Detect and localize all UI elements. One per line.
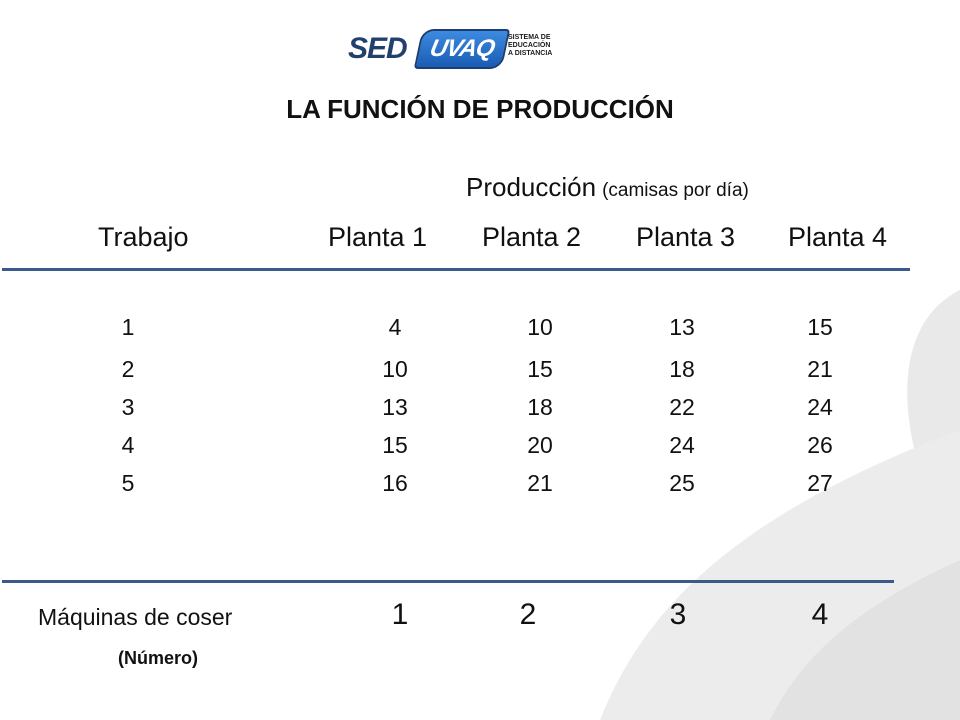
table-cell: 15	[807, 314, 833, 340]
production-heading: Producción (camisas por día)	[466, 172, 749, 203]
table-cell: 20	[527, 432, 553, 458]
table-cell: 10	[382, 356, 408, 382]
machines-value: 1	[391, 598, 409, 631]
table-cell: 13	[382, 394, 408, 420]
logo-tagline-line: A DISTANCIA	[508, 50, 553, 57]
header-divider	[2, 268, 910, 271]
machines-value: 4	[811, 598, 829, 631]
table-cell: 18	[669, 356, 695, 382]
labor-cell: 2	[121, 356, 135, 382]
labor-cell: 3	[121, 394, 135, 420]
plant-3-header: Planta 3	[636, 222, 736, 252]
plant-4-header: Planta 4	[788, 222, 888, 252]
table-cell: 10	[527, 314, 553, 340]
table-cell: 18	[527, 394, 553, 420]
labor-cell: 4	[121, 432, 135, 458]
table-cell: 15	[527, 356, 553, 382]
table-cell: 24	[669, 432, 695, 458]
labor-cell: 1	[121, 314, 135, 340]
plant-1-header: Planta 1	[328, 222, 428, 252]
table-cell: 4	[388, 314, 402, 340]
labor-cell: 5	[121, 470, 135, 496]
table-cell: 25	[669, 470, 695, 496]
logo-tagline: SISTEMA DE EDUCACIÓN A DISTANCIA	[508, 34, 568, 58]
labor-header: Trabajo	[98, 222, 189, 252]
machines-value: 3	[669, 598, 687, 631]
logo-sed-text: SED	[348, 32, 408, 65]
logo-tagline-line: SISTEMA DE	[508, 34, 551, 41]
table-cell: 21	[807, 356, 833, 382]
footer-divider	[2, 580, 894, 583]
table-cell: 13	[669, 314, 695, 340]
table-cell: 26	[807, 432, 833, 458]
logo-uvaq-badge: UVAQ	[413, 29, 511, 69]
machines-label: Máquinas de coser	[38, 604, 233, 630]
machines-value: 2	[519, 598, 537, 631]
table-cell: 15	[382, 432, 408, 458]
page-title: LA FUNCIÓN DE PRODUCCIÓN	[286, 94, 674, 124]
production-label: Producción	[466, 172, 597, 202]
table-cell: 21	[527, 470, 553, 496]
machines-unit: (Número)	[118, 648, 198, 668]
logo-tagline-line: EDUCACIÓN	[508, 42, 551, 49]
sed-uvaq-logo: SED UVAQ SISTEMA DE EDUCACIÓN A DISTANCI…	[348, 26, 564, 72]
table-cell: 24	[807, 394, 833, 420]
production-unit: (camisas por día)	[602, 180, 749, 201]
plant-2-header: Planta 2	[482, 222, 582, 252]
table-cell: 16	[382, 470, 408, 496]
table-cell: 27	[807, 470, 833, 496]
table-cell: 22	[669, 394, 695, 420]
